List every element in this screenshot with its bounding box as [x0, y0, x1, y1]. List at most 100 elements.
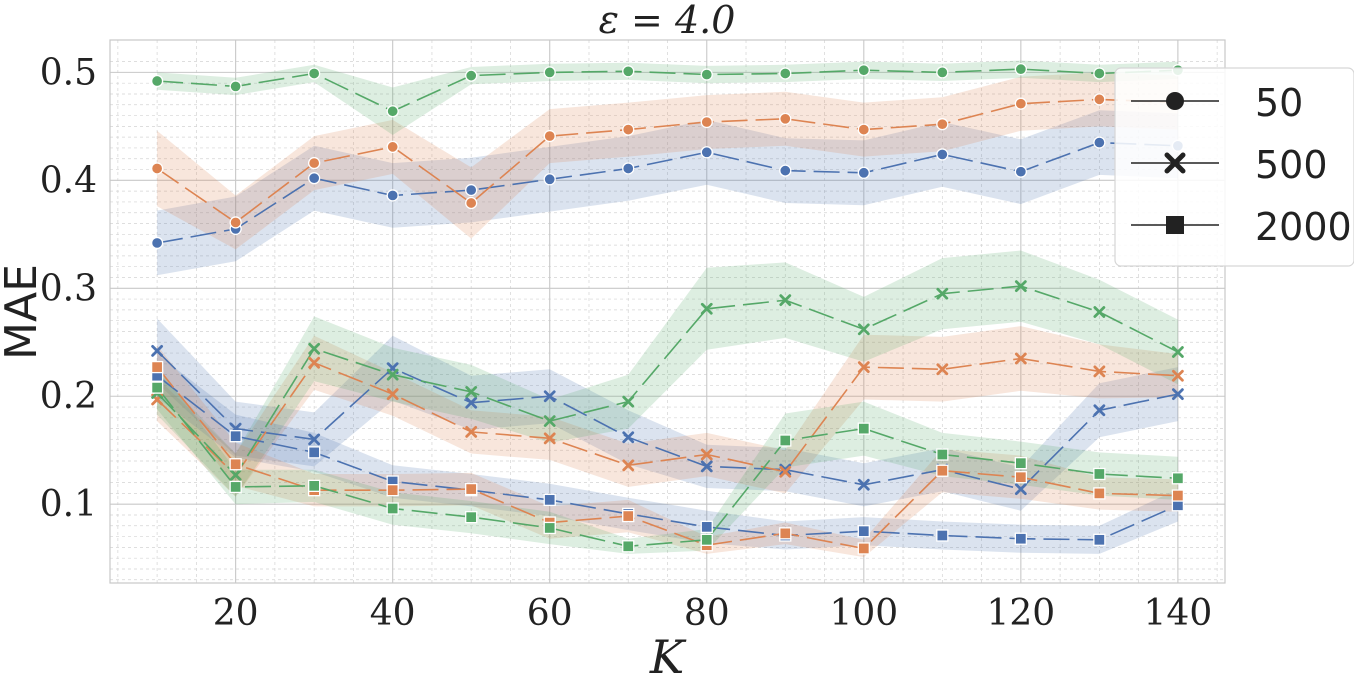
legend-item-2000: 2000: [1131, 205, 1352, 249]
point-green-2000: [386, 502, 399, 515]
line-blue-500: [156, 350, 1179, 490]
point-blue-50: [1014, 165, 1027, 178]
point-orange-500: [857, 361, 870, 373]
point-green-2000: [779, 434, 792, 447]
y-tick-label: 0.4: [40, 160, 97, 201]
legend-label-2000: 2000: [1255, 205, 1352, 249]
point-green-2000: [229, 480, 242, 494]
point-orange-2000: [1014, 471, 1027, 484]
point-blue-500: [308, 433, 321, 446]
band-green-50: [157, 60, 1178, 135]
point-blue-500: [465, 396, 478, 409]
legend-item-50: 50: [1131, 81, 1303, 125]
point-orange-50: [857, 123, 870, 136]
line-blue-50: [156, 141, 1178, 244]
point-blue-2000: [229, 430, 242, 443]
point-green-500: [465, 386, 478, 398]
point-green-500: [779, 294, 792, 307]
point-blue-50: [936, 148, 949, 161]
point-orange-50: [936, 118, 949, 131]
point-orange-500: [386, 388, 399, 400]
band-orange-2000: [157, 345, 1178, 558]
point-green-2000: [1171, 472, 1185, 485]
point-green-500: [543, 415, 556, 427]
x-marker-icon: [1164, 152, 1186, 174]
point-orange-500: [700, 448, 713, 461]
point-orange-50: [1093, 93, 1106, 106]
point-blue-50: [700, 146, 713, 159]
point-orange-500: [936, 363, 949, 376]
point-blue-2000: [1093, 533, 1106, 546]
x-tick-label: 80: [684, 593, 730, 634]
point-green-50: [936, 66, 949, 79]
point-green-2000: [465, 510, 478, 524]
y-tick-label: 0.5: [40, 52, 97, 93]
band-blue-500: [157, 318, 1178, 511]
point-orange-500: [779, 465, 792, 478]
x-tick-label: 40: [370, 593, 416, 634]
point-orange-2000: [1171, 489, 1185, 502]
point-green-2000: [936, 448, 949, 461]
point-blue-50: [622, 162, 635, 175]
point-blue-50: [1093, 136, 1106, 149]
point-blue-50: [543, 173, 556, 186]
point-green-2000: [1014, 457, 1027, 470]
point-orange-50: [229, 216, 242, 229]
point-green-50: [150, 74, 164, 88]
chart-title: ε = 4.0: [599, 0, 736, 42]
point-orange-50: [622, 123, 635, 136]
point-green-500: [1171, 346, 1184, 358]
point-green-2000: [700, 533, 713, 546]
point-orange-2000: [857, 542, 870, 555]
point-green-50: [779, 67, 792, 80]
point-blue-500: [1093, 404, 1106, 417]
point-blue-50: [386, 189, 399, 202]
legend-label-50: 50: [1255, 81, 1303, 125]
line-orange-500: [156, 357, 1178, 477]
point-green-500: [622, 395, 635, 408]
point-orange-500: [543, 432, 556, 445]
point-blue-500: [779, 463, 792, 476]
point-green-2000: [1093, 467, 1106, 481]
point-orange-500: [622, 459, 635, 472]
point-orange-50: [150, 162, 164, 175]
point-orange-50: [308, 156, 321, 170]
band-orange-50: [157, 72, 1178, 250]
point-blue-50: [857, 166, 870, 179]
point-orange-500: [1014, 352, 1027, 365]
point-green-500: [1093, 306, 1106, 318]
point-green-500: [229, 469, 242, 481]
point-orange-50: [543, 129, 556, 143]
point-green-50: [1093, 67, 1106, 80]
point-green-2000: [543, 521, 556, 535]
point-blue-500: [1014, 483, 1027, 495]
point-green-50: [229, 80, 242, 93]
square-marker-icon: [1166, 216, 1184, 234]
point-green-2000: [308, 479, 321, 492]
point-orange-50: [386, 140, 399, 154]
y-tick-label: 0.1: [40, 484, 97, 525]
point-blue-50: [465, 183, 478, 197]
legend: 50 500 2000: [1114, 67, 1354, 267]
point-blue-2000: [700, 520, 713, 534]
point-green-50: [308, 67, 321, 80]
x-tick-label: 140: [1144, 593, 1213, 634]
band-blue-50: [157, 110, 1178, 276]
point-blue-500: [700, 460, 713, 473]
point-green-50: [543, 66, 556, 79]
point-green-500: [936, 287, 949, 300]
point-orange-500: [1171, 369, 1184, 382]
line-blue-2000: [156, 375, 1179, 541]
y-axis-label: MAE: [0, 264, 47, 360]
y-axis-ticks: 0.1 0.2 0.3 0.4 0.5: [40, 52, 97, 525]
point-green-50: [700, 68, 713, 81]
point-blue-50: [779, 164, 792, 177]
line-green-50: [157, 68, 1178, 113]
point-orange-500: [1093, 365, 1106, 378]
point-green-500: [700, 302, 713, 315]
circle-marker-icon: [1166, 92, 1184, 110]
point-blue-500: [857, 478, 870, 491]
series-markers: [150, 62, 1185, 555]
point-blue-500: [622, 431, 635, 444]
x-tick-label: 60: [527, 593, 573, 634]
